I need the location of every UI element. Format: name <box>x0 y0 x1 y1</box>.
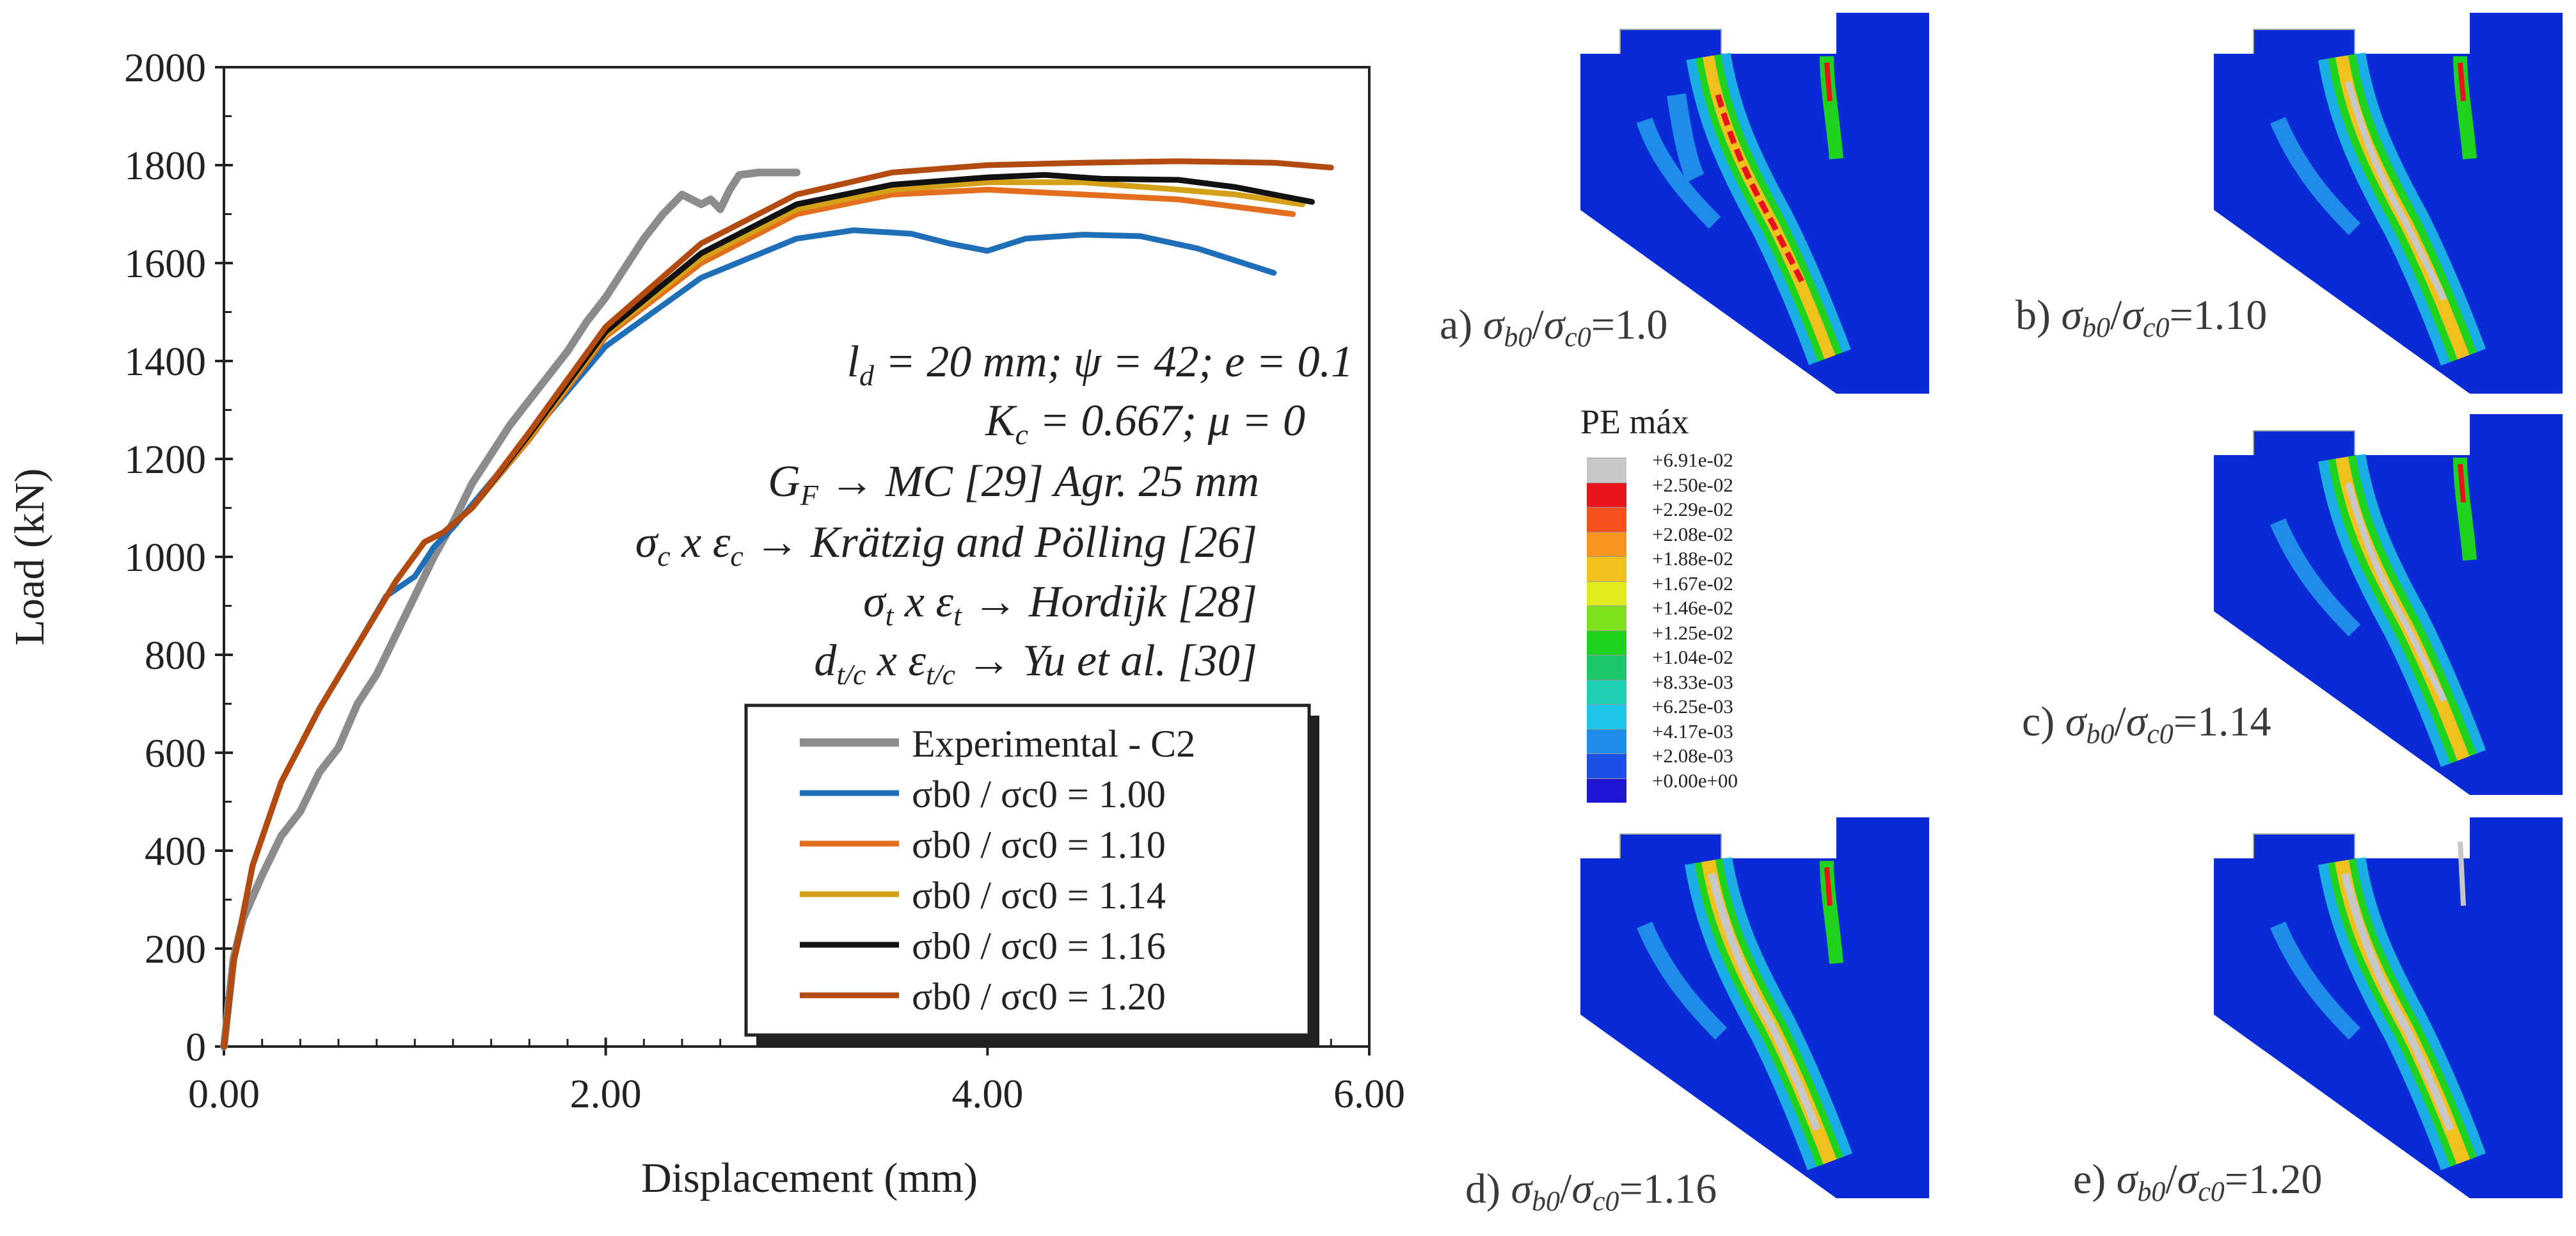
colorbar-swatch-6 <box>1587 581 1626 606</box>
y-tick-label: 1800 <box>124 143 206 188</box>
legend-label-2: σb0 / σc0 = 1.00 <box>912 773 1166 815</box>
colorbar-tick-label: +2.08e-03 <box>1652 744 1733 767</box>
colorbar-swatch-1 <box>1587 458 1626 483</box>
colorbar-swatch-14 <box>1587 778 1626 803</box>
annotation-line-2: Kc = 0.667; μ = 0 <box>985 396 1305 451</box>
fem-label-b: b) σb0/σc0=1.10 <box>2015 292 2268 343</box>
colorbar-swatch-3 <box>1587 507 1626 532</box>
colorbar-tick-label: +6.91e-02 <box>1652 449 1733 471</box>
fem-panel-e <box>2214 817 2563 1198</box>
colorbar-tick-label: +0.00e+00 <box>1652 769 1738 792</box>
fem-label-e: e) σb0/σc0=1.20 <box>2073 1156 2323 1207</box>
colorbar-title: PE máx <box>1580 403 1689 441</box>
fem-label-d: d) σb0/σc0=1.16 <box>1465 1166 1717 1217</box>
legend-label-3: σb0 / σc0 = 1.10 <box>912 824 1166 866</box>
colorbar-tick-label: +1.88e-02 <box>1652 547 1733 570</box>
x-tick-label: 4.00 <box>951 1071 1023 1116</box>
x-axis-label: Displacement (mm) <box>641 1155 978 1201</box>
annotation-line-3: GF → MC [29] Agr. 25 mm <box>768 457 1259 511</box>
colorbar-swatch-5 <box>1587 556 1626 581</box>
y-tick-label: 800 <box>145 632 206 678</box>
colorbar-swatch-8 <box>1587 630 1626 655</box>
y-tick-label: 1000 <box>124 534 206 580</box>
y-tick-label: 1200 <box>124 437 206 482</box>
colorbar-swatch-9 <box>1587 655 1626 680</box>
y-tick-label: 600 <box>145 730 206 776</box>
colorbar-tick-label: +4.17e-03 <box>1652 719 1733 742</box>
colorbar-tick-label: +2.29e-02 <box>1652 498 1733 520</box>
load-displacement-chart: 0 200 400 600 800 1000 1200 1400 1600 1800 2000 0.… <box>6 45 1405 1201</box>
colorbar-tick-label: +8.33e-03 <box>1652 670 1733 693</box>
colorbar-tick-label: +1.04e-02 <box>1652 646 1733 668</box>
colorbar-swatch-11 <box>1587 704 1626 729</box>
colorbar-tick-label: +1.67e-02 <box>1652 572 1733 595</box>
y-tick-label: 1600 <box>124 241 206 286</box>
fem-panel-c <box>2214 414 2563 795</box>
x-axis-ticks: 0.00 2.00 4.00 6.00 <box>188 1038 1405 1116</box>
legend-label-6: σb0 / σc0 = 1.20 <box>912 975 1166 1018</box>
colorbar-swatch-2 <box>1587 482 1626 507</box>
y-tick-label: 0 <box>186 1024 206 1070</box>
series-line-6 <box>221 158 1334 1050</box>
y-tick-label: 2000 <box>124 45 206 90</box>
annotation-line-5: σt x εt → Hordijk [28] <box>863 577 1257 632</box>
annotation-line-1: ld = 20 mm; ψ = 42; e = 0.1 <box>847 337 1353 392</box>
fem-panel-a <box>1580 13 1929 394</box>
colorbar-tick-label: +6.25e-03 <box>1652 695 1733 718</box>
fem-label-c: c) σb0/σc0=1.14 <box>2022 698 2271 750</box>
colorbar-swatch-13 <box>1587 753 1626 778</box>
legend-label-5: σb0 / σc0 = 1.16 <box>912 925 1166 967</box>
x-tick-label: 2.00 <box>570 1071 642 1116</box>
y-tick-label: 200 <box>145 926 206 972</box>
legend: Experimental - C2 σb0 / σc0 = 1.00 σb0 / σ… <box>744 703 1319 1045</box>
y-axis-ticks: 0 200 400 600 800 1000 1200 1400 1600 1800 2000 <box>124 45 233 1070</box>
y-tick-label: 400 <box>145 828 206 874</box>
colorbar-swatch-12 <box>1587 728 1626 753</box>
colorbar-swatch-4 <box>1587 531 1626 556</box>
series-layer <box>220 158 1334 1050</box>
legend-label-4: σb0 / σc0 = 1.14 <box>912 874 1166 917</box>
y-axis-label: Load (kN) <box>6 469 53 646</box>
colorbar-tick-label: +1.25e-02 <box>1652 621 1733 644</box>
legend-entries: Experimental - C2 σb0 / σc0 = 1.00 σb0 / σ… <box>800 723 1195 1018</box>
colorbar-tick-label: +1.46e-02 <box>1652 597 1733 619</box>
fem-panel-d <box>1580 817 1929 1198</box>
fem-label-a: a) σb0/σc0=1.0 <box>1440 301 1668 353</box>
parameter-annotation: ld = 20 mm; ψ = 42; e = 0.1 Kc = 0.667; … <box>635 337 1353 691</box>
legend-label-1: Experimental - C2 <box>912 723 1195 765</box>
annotation-line-4: σc x εc → Krätzig and Pölling [26] <box>635 518 1257 572</box>
fem-panel-b <box>2214 13 2563 394</box>
x-tick-label: 0.00 <box>188 1071 260 1116</box>
x-tick-label: 6.00 <box>1333 1071 1405 1116</box>
y-tick-label: 1400 <box>124 339 206 384</box>
colorbar-tick-label: +2.08e-02 <box>1652 522 1733 545</box>
series-line-1 <box>220 168 800 1050</box>
colorbar-swatch-10 <box>1587 679 1626 704</box>
colorbar-tick-label: +2.50e-02 <box>1652 473 1733 496</box>
colorbar-swatch-7 <box>1587 606 1626 630</box>
annotation-line-6: dt/c x εt/c → Yu et al. [30] <box>814 636 1257 691</box>
legend-box <box>744 703 1311 1037</box>
